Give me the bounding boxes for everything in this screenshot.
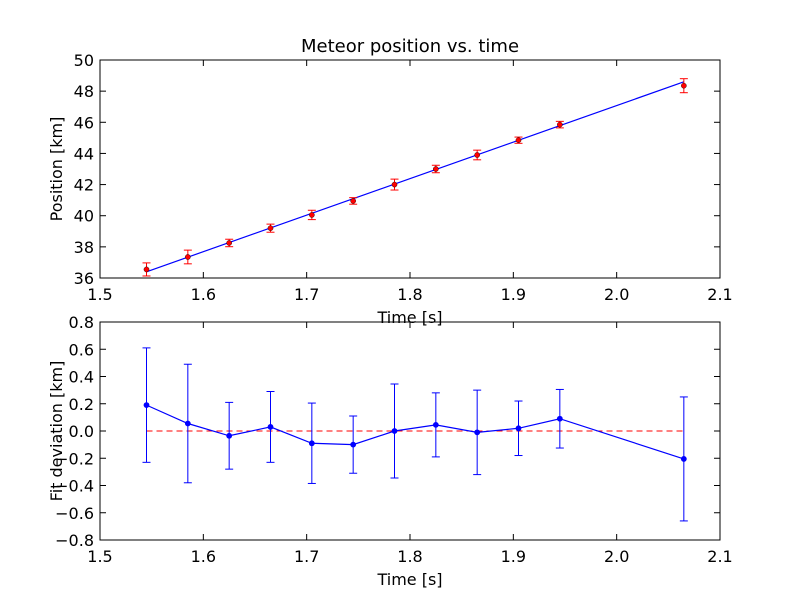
data-point xyxy=(143,266,150,273)
x-tick-label: 1.8 xyxy=(397,547,422,566)
data-point xyxy=(309,212,315,218)
data-point xyxy=(350,198,356,204)
deviation-point xyxy=(432,421,439,428)
y-tick-label: 0.0 xyxy=(69,422,94,441)
x-tick-label: 1.8 xyxy=(397,285,422,304)
data-point xyxy=(267,225,274,231)
deviation-point xyxy=(143,402,150,409)
x-tick-label: 2.0 xyxy=(604,547,629,566)
x-tick-label: 1.7 xyxy=(294,285,319,304)
data-point xyxy=(185,254,191,260)
y-tick-label: 0.2 xyxy=(69,395,94,414)
deviation-point xyxy=(226,432,233,439)
y-tick-label: −0.2 xyxy=(55,449,94,468)
y-tick-label: 0.8 xyxy=(69,313,94,332)
data-point xyxy=(391,181,398,188)
data-point xyxy=(557,121,563,128)
deviation-point xyxy=(350,441,357,448)
x-tick-label: 2.1 xyxy=(707,285,732,304)
y-tick-label: 46 xyxy=(74,113,94,132)
x-tick-label: 1.5 xyxy=(87,285,112,304)
y-tick-label: −0.4 xyxy=(55,477,94,496)
deviation-point xyxy=(308,440,315,447)
y-tick-label: 0.6 xyxy=(69,340,94,359)
position-plot-layer xyxy=(142,78,688,277)
x-tick-label: 1.6 xyxy=(191,547,216,566)
y-tick-label: 44 xyxy=(74,144,94,163)
position-x-ticks: 1.5 1.6 1.7 1.8 1.9 2.0 2.1 xyxy=(87,60,733,304)
deviation-point xyxy=(267,424,274,430)
y-tick-label: 40 xyxy=(74,207,94,226)
x-tick-label: 2.1 xyxy=(707,547,732,566)
x-tick-label: 1.9 xyxy=(501,547,526,566)
x-tick-label: 2.0 xyxy=(604,285,629,304)
y-tick-label: 50 xyxy=(74,51,94,70)
deviation-point xyxy=(515,425,522,432)
y-tick-label: 36 xyxy=(74,269,94,288)
deviation-y-axis-label: Fit deviation [km] xyxy=(47,361,66,502)
deviation-point xyxy=(474,429,481,436)
position-panel: 1.5 1.6 1.7 1.8 1.9 2.0 2.1 36 38 40 42 44 46 48 50 M… xyxy=(47,36,733,327)
x-tick-label: 1.7 xyxy=(294,547,319,566)
x-tick-label: 1.5 xyxy=(87,547,112,566)
y-tick-label: −0.6 xyxy=(55,504,94,523)
data-point xyxy=(515,137,522,143)
deviation-x-ticks: 1.5 1.6 1.7 1.8 1.9 2.0 2.1 xyxy=(87,322,733,566)
position-y-axis-label: Position [km] xyxy=(47,117,66,222)
deviation-panel: 1.5 1.6 1.7 1.8 1.9 2.0 2.1 −0.8 −0.6 −0.4 −0.2 0.… xyxy=(47,313,733,589)
data-point xyxy=(474,152,480,158)
y-tick-label: 48 xyxy=(74,82,94,101)
deviation-series-line xyxy=(146,404,685,460)
deviation-point xyxy=(556,415,563,422)
y-tick-label: −0.8 xyxy=(55,531,94,550)
fit-line xyxy=(146,81,685,273)
y-tick-label: 0.4 xyxy=(69,368,94,387)
x-tick-label: 1.6 xyxy=(191,285,216,304)
deviation-point xyxy=(184,420,191,427)
x-tick-label: 1.9 xyxy=(501,285,526,304)
deviation-x-axis-label: Time [s] xyxy=(376,570,442,589)
deviation-point xyxy=(391,428,398,434)
deviation-point xyxy=(680,456,687,462)
data-point xyxy=(226,240,232,246)
position-y-ticks: 36 38 40 42 44 46 48 50 xyxy=(74,51,720,288)
deviation-y-ticks: −0.8 −0.6 −0.4 −0.2 0.0 0.2 0.4 0.6 0.8 xyxy=(55,313,720,550)
y-tick-label: 42 xyxy=(74,176,94,195)
data-point xyxy=(433,166,439,172)
chart-title: Meteor position vs. time xyxy=(301,36,519,57)
y-tick-label: 38 xyxy=(74,238,94,257)
data-point xyxy=(681,82,687,89)
deviation-plot-layer xyxy=(142,347,688,522)
